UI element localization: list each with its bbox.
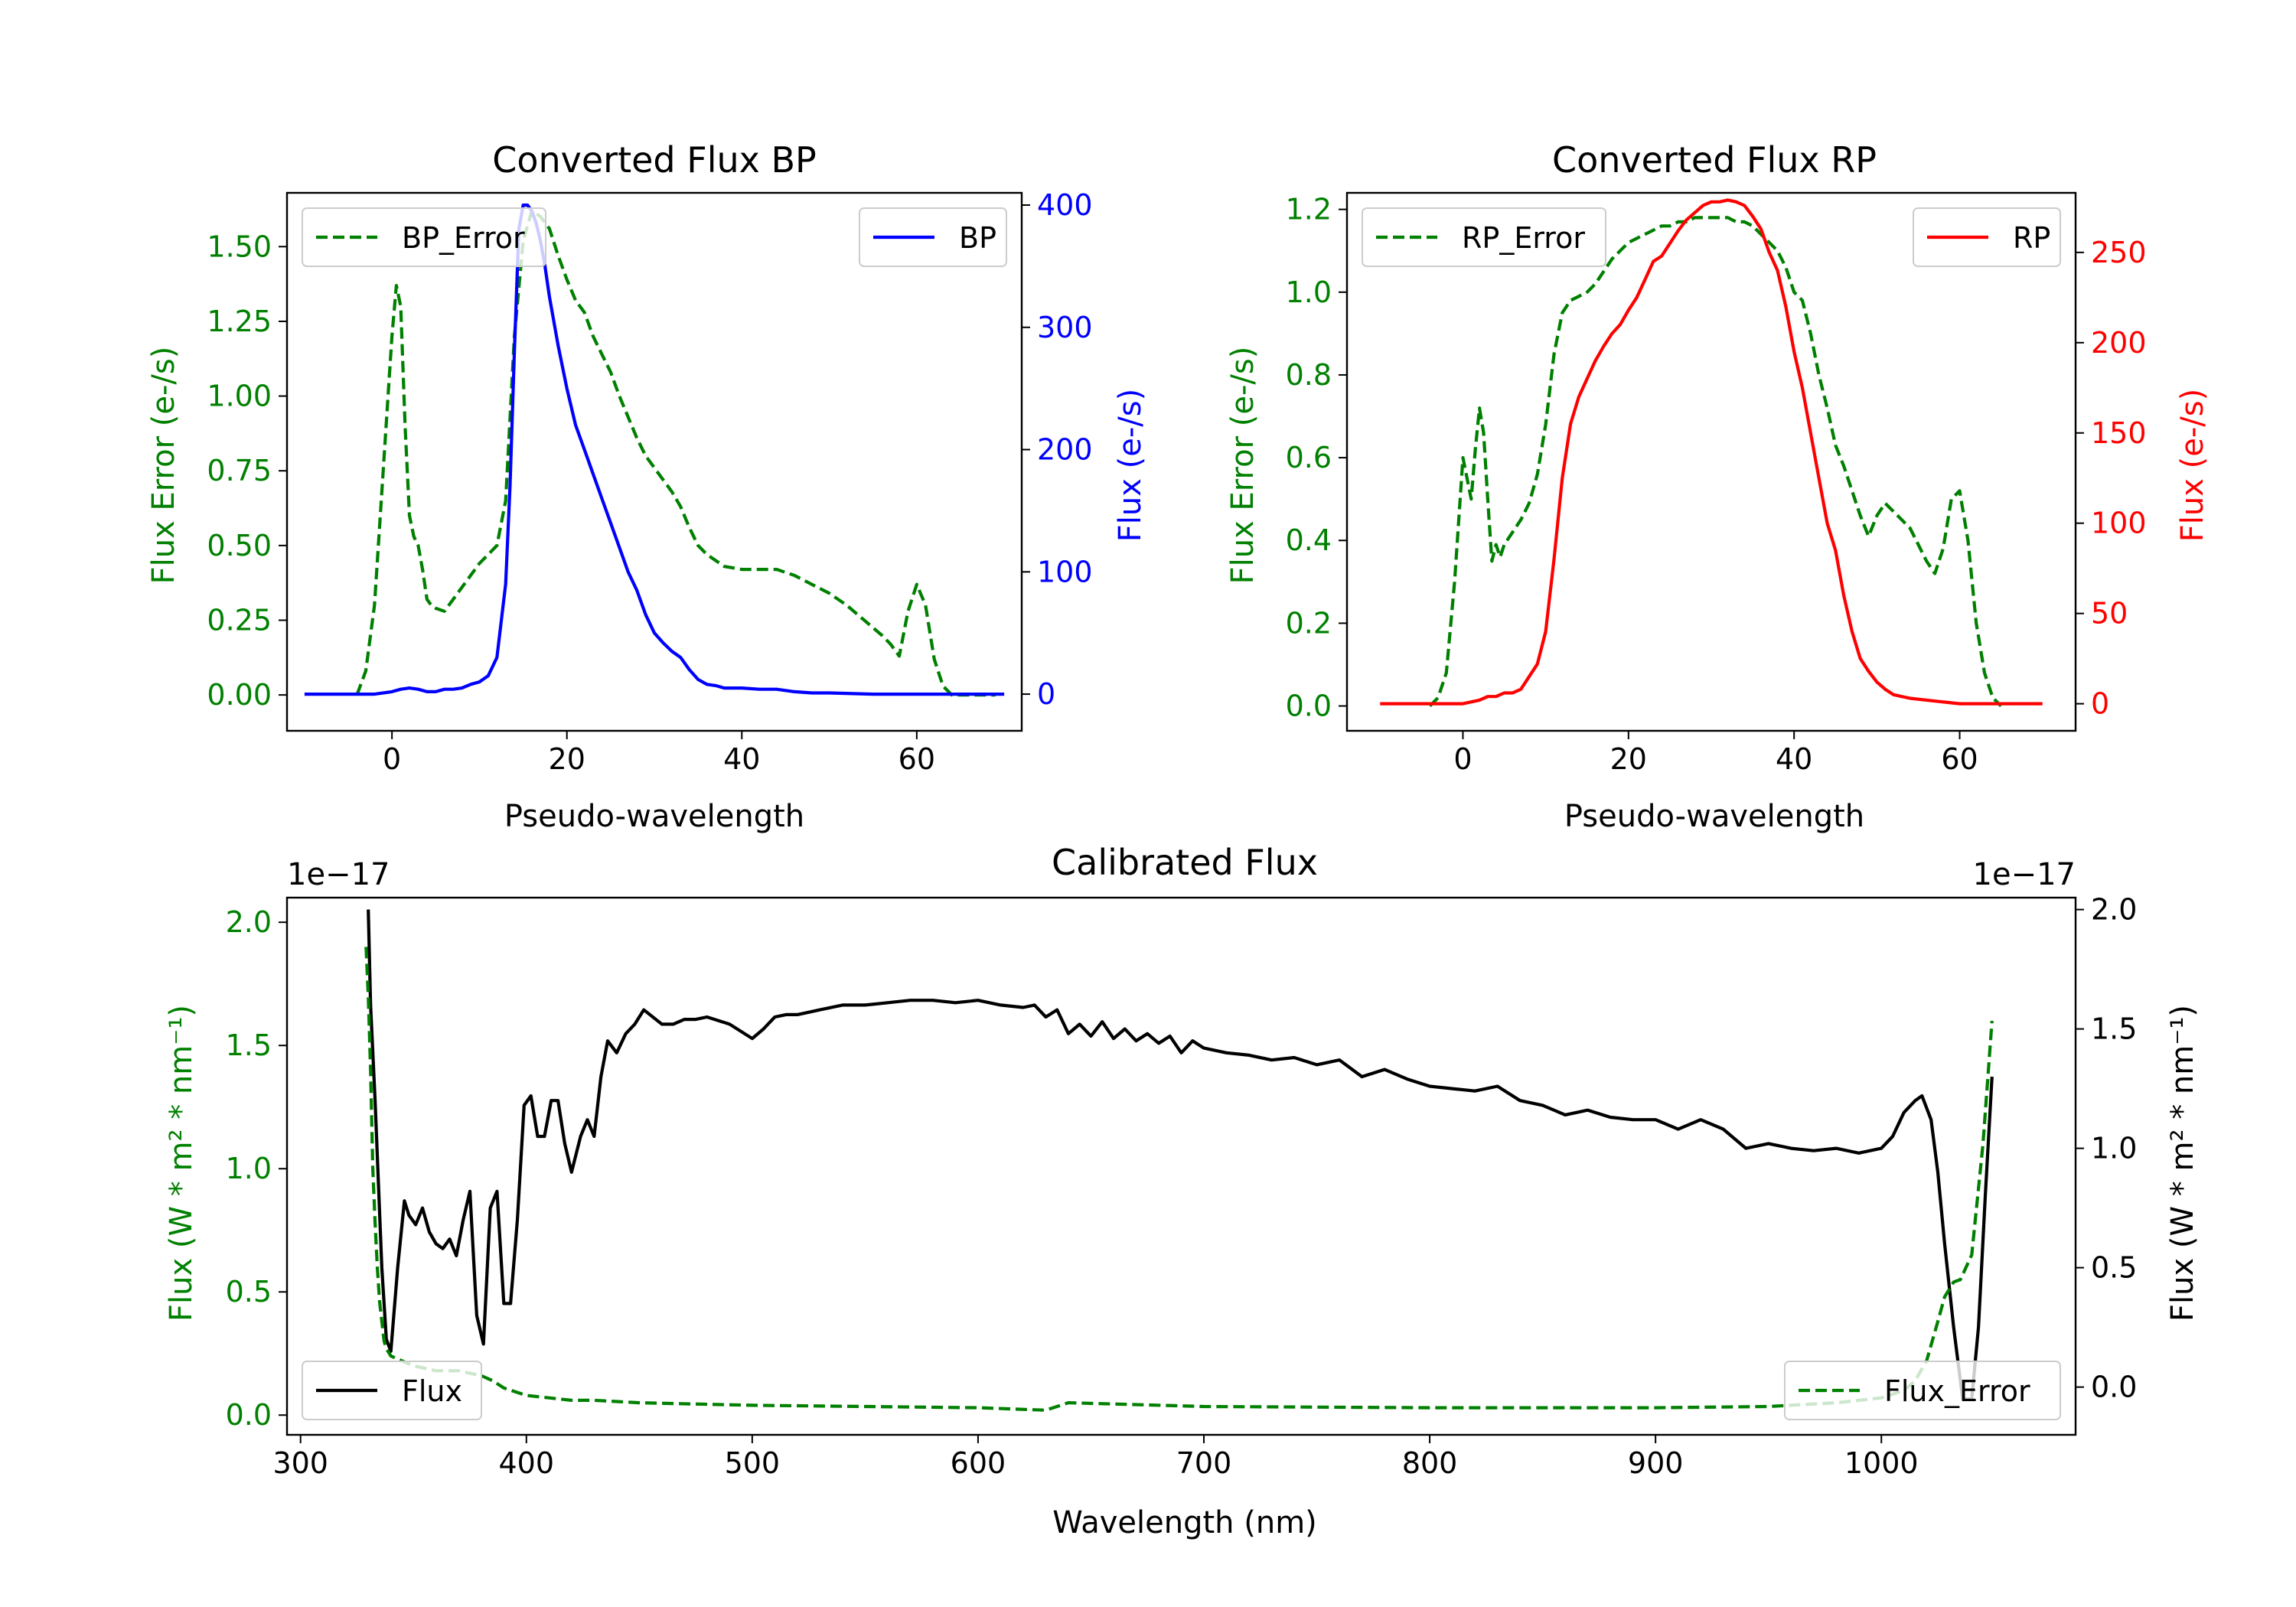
- rp-series-rp-error: [1428, 216, 2003, 708]
- rp-ytick-right-label: 100: [2091, 507, 2147, 540]
- calibrated-xtick-label: 900: [1628, 1446, 1684, 1480]
- rp-ylabel-right: Flux (e-/s): [2175, 389, 2210, 542]
- bp-xtick-label: 40: [723, 742, 760, 776]
- calibrated-xtick-label: 700: [1176, 1446, 1232, 1480]
- rp-legend-label: RP_Error: [1462, 221, 1585, 255]
- calibrated-ytick-right-label: 1.5: [2091, 1012, 2137, 1046]
- bp-legend-bp: BP: [859, 207, 1007, 267]
- rp-xtick-label: 0: [1453, 742, 1472, 776]
- rp-ylabel-left: Flux Error (e-/s): [1225, 347, 1261, 585]
- bp-ytick-right-label: 300: [1037, 311, 1093, 344]
- rp-xtick-label: 20: [1610, 742, 1647, 776]
- rp-ytick-right-label: 150: [2091, 416, 2147, 450]
- rp-ytick-right-label: 0: [2091, 687, 2109, 721]
- calibrated-ytick-right-label: 1.0: [2091, 1132, 2137, 1165]
- calibrated-legend-flux-error: Flux_Error: [1784, 1361, 2061, 1420]
- bp-ytick-left-label: 0.00: [207, 678, 272, 712]
- calibrated-ytick-left-label: 1.5: [226, 1028, 272, 1062]
- calibrated-title: Calibrated Flux: [1052, 842, 1318, 883]
- calibrated-xtick-label: 300: [272, 1446, 328, 1480]
- bp-ylabel-left: Flux Error (e-/s): [146, 347, 181, 585]
- calibrated-xtick-label: 1000: [1844, 1446, 1919, 1480]
- bp-axes-frame: [285, 191, 1023, 732]
- bp-ylabel-right: Flux (e-/s): [1113, 389, 1148, 542]
- bp-series-bp: [304, 203, 1005, 696]
- bp-legend-label: BP: [959, 221, 996, 255]
- bp-xtick-label: 20: [549, 742, 585, 776]
- calibrated-legend-label: Flux: [402, 1374, 462, 1408]
- calibrated-series-flux: [367, 909, 1994, 1401]
- calibrated-xlabel: Wavelength (nm): [1052, 1505, 1317, 1540]
- calibrated-ylabel-left: Flux (W * m² * nm⁻¹): [164, 1005, 199, 1322]
- calibrated-legend-flux: Flux: [302, 1361, 482, 1420]
- bp-title: Converted Flux BP: [492, 139, 817, 181]
- calibrated-ytick-left-label: 0.5: [226, 1275, 272, 1309]
- calibrated-legend-label: Flux_Error: [1884, 1374, 2030, 1408]
- bp-series-bp-error: [355, 209, 996, 697]
- bp-ytick-left-label: 1.25: [207, 305, 272, 338]
- bp-ytick-right-label: 100: [1037, 555, 1093, 588]
- rp-ytick-left-label: 0.8: [1286, 358, 1332, 392]
- rp-xlabel: Pseudo-wavelength: [1564, 799, 1864, 834]
- rp-ytick-left-label: 0.0: [1286, 689, 1332, 723]
- calibrated-series-flux-error: [364, 947, 1994, 1412]
- calibrated-ytick-left-label: 0.0: [226, 1398, 272, 1432]
- bp-legend-label: BP_Error: [402, 221, 525, 255]
- bp-ytick-right-label: 0: [1037, 677, 1055, 711]
- calibrated-xtick-label: 400: [499, 1446, 555, 1480]
- bp-ytick-left-label: 0.75: [207, 454, 272, 487]
- calibrated-offset-left: 1e−17: [287, 857, 390, 892]
- calibrated-offset-right: 1e−17: [1973, 857, 2076, 892]
- calibrated-xtick-label: 600: [951, 1446, 1006, 1480]
- rp-title: Converted Flux RP: [1552, 139, 1877, 181]
- rp-ytick-right-label: 50: [2091, 597, 2128, 631]
- calibrated-ytick-left-label: 1.0: [226, 1152, 272, 1185]
- rp-ytick-right-label: 200: [2091, 326, 2147, 360]
- bp-ytick-left-label: 1.50: [207, 230, 272, 263]
- calibrated-xtick-label: 800: [1402, 1446, 1458, 1480]
- rp-xtick-label: 40: [1776, 742, 1812, 776]
- bp-ytick-left-label: 0.50: [207, 529, 272, 562]
- bp-ytick-right-label: 400: [1037, 188, 1093, 222]
- calibrated-panel: Calibrated Flux Wavelength (nm) Flux (W …: [164, 842, 2200, 1540]
- rp-ytick-left-label: 0.4: [1286, 523, 1332, 557]
- rp-legend-rp: RP: [1913, 207, 2061, 267]
- rp-ytick-right-label: 250: [2091, 236, 2147, 269]
- bp-xtick-label: 0: [383, 742, 401, 776]
- rp-ytick-left-label: 1.2: [1286, 193, 1332, 227]
- rp-series-rp: [1380, 198, 2043, 706]
- bp-ytick-left-label: 1.00: [207, 380, 272, 413]
- rp-axes-frame: [1345, 191, 2077, 732]
- rp-xtick-label: 60: [1941, 742, 1978, 776]
- calibrated-xtick-label: 500: [725, 1446, 781, 1480]
- rp-ytick-left-label: 1.0: [1286, 275, 1332, 309]
- rp-legend-rp-error: RP_Error: [1362, 207, 1606, 267]
- rp-panel: Converted Flux RP Pseudo-wavelength Flux…: [1225, 139, 2210, 834]
- calibrated-ytick-right-label: 0.5: [2091, 1251, 2137, 1285]
- rp-ytick-left-label: 0.2: [1286, 606, 1332, 640]
- calibrated-axes-frame: [285, 896, 2077, 1436]
- bp-xlabel: Pseudo-wavelength: [504, 799, 804, 834]
- rp-ytick-left-label: 0.6: [1286, 441, 1332, 474]
- bp-ytick-right-label: 200: [1037, 433, 1093, 467]
- calibrated-ytick-right-label: 2.0: [2091, 893, 2137, 927]
- bp-ytick-left-label: 0.25: [207, 603, 272, 637]
- bp-legend-bp-error: BP_Error: [302, 207, 546, 267]
- calibrated-ytick-left-label: 2.0: [226, 905, 272, 939]
- bp-xtick-label: 60: [899, 742, 935, 776]
- calibrated-ytick-right-label: 0.0: [2091, 1371, 2137, 1404]
- calibrated-ylabel-right: Flux (W * m² * nm⁻¹): [2165, 1005, 2200, 1322]
- rp-legend-label: RP: [2013, 221, 2050, 255]
- bp-panel: Converted Flux BP Pseudo-wavelength Flux…: [146, 139, 1148, 834]
